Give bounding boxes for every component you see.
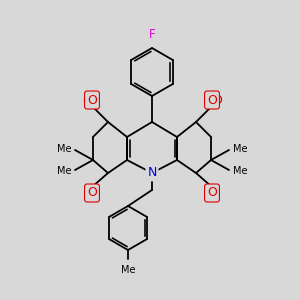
Text: O: O: [87, 94, 97, 106]
Text: N: N: [147, 167, 157, 179]
Text: Me: Me: [233, 144, 247, 154]
Text: Me: Me: [56, 166, 71, 176]
Text: O: O: [87, 187, 97, 200]
Text: F: F: [149, 28, 155, 41]
Text: Me: Me: [233, 166, 247, 176]
Text: O: O: [212, 94, 222, 107]
Text: Me: Me: [56, 144, 71, 154]
Text: Me: Me: [121, 265, 135, 275]
Text: O: O: [82, 94, 92, 107]
Text: O: O: [207, 94, 217, 106]
Text: O: O: [207, 187, 217, 200]
